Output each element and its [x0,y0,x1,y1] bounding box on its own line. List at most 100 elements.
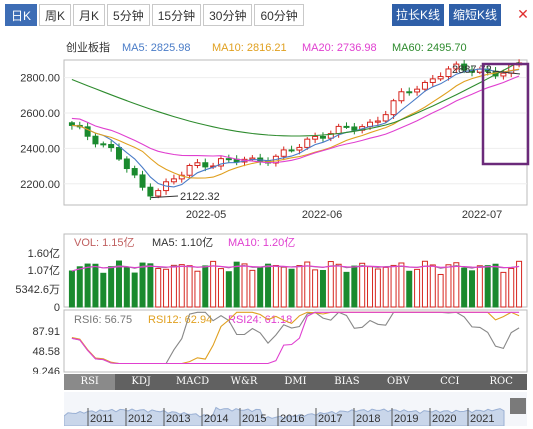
rsi-y-tick: 87.91 [32,326,60,338]
time-navigator[interactable]: 2011 2012 2013 2014 2015 2016 2017 2018 2019 2020… [64,392,527,426]
stretch-kline-button[interactable]: 拉长K线 [392,4,445,26]
legend-ma60: MA60: 2495.70 [392,42,467,54]
volume-bar [382,266,389,308]
volume-bar [461,267,468,308]
candle-body [390,100,397,116]
volume-bar [280,266,287,308]
legend-ma20: MA20: 2736.98 [302,42,377,54]
period-5[interactable]: 30分钟 [203,4,253,26]
ma5-line [71,68,520,188]
volume-bar [469,270,476,308]
volume-y-tick: 1.60亿 [28,247,60,260]
volume-bar [327,261,334,308]
volume-bar [131,272,138,308]
candle-body [351,126,358,131]
main-x-tick: 2022-06 [302,209,342,221]
candle-body [296,146,303,151]
volume-bar [92,263,99,308]
low-pointer [150,195,179,199]
navigator-year-label: 2018 [356,413,380,425]
legend-vol-ma5: MA5: 1.10亿 [152,236,213,249]
candle-body [84,126,91,137]
volume-bar [414,268,421,308]
volume-y-tick: 5342.6万 [15,284,60,296]
period-6[interactable]: 60分钟 [254,4,304,26]
volume-bar [178,264,185,308]
candle-body [194,162,201,166]
legend-ma10: MA10: 2816.21 [212,42,287,54]
volume-bar [508,267,515,308]
high-annotation: 2887.72 [452,64,492,76]
volume-bar [312,269,319,308]
candle-body [437,76,444,80]
candle-body [147,186,154,197]
volume-bar [343,271,350,308]
tab-cci[interactable]: CCI [440,376,460,387]
volume-bar [84,263,91,308]
highlight-box [481,62,530,166]
volume-bar [155,267,162,308]
period-2[interactable]: 月K [73,4,106,26]
volume-bar [249,269,256,308]
navigator-year-label: 2015 [242,413,266,425]
candle-body [280,149,287,157]
volume-bar [453,262,460,308]
volume-bar [492,263,499,308]
close-icon[interactable]: ✕ [517,6,529,22]
volume-bar [233,261,240,308]
volume-bar [445,264,452,308]
candle-body [445,68,452,78]
candle-body [170,178,177,183]
candle-body [139,174,146,188]
volume-bar [398,262,405,308]
period-1[interactable]: 周K [39,4,72,26]
tab-rsi[interactable]: RSI [64,374,116,390]
period-3[interactable]: 5分钟 [107,4,150,26]
candle-body [100,143,107,146]
main-x-tick: 2022-05 [186,209,226,221]
shrink-kline-button[interactable]: 缩短K线 [449,4,502,26]
high-pointer [492,70,521,75]
navigator-year-label: 2021 [470,413,494,425]
tab-obv[interactable]: OBV [386,376,410,387]
tab-macd[interactable]: MACD [176,376,210,387]
volume-bar [186,265,193,308]
candle-body [115,147,122,160]
tab-wr[interactable]: W&R [230,376,258,387]
candle-body [217,158,224,167]
candle-body [421,81,428,90]
navigator-year-label: 2016 [280,413,304,425]
volume-bar [170,264,177,308]
volume-bar [257,267,264,308]
rsi-y-tick: 9.246 [32,366,60,374]
period-0[interactable]: 日K [5,4,38,26]
navigator-year-label: 2017 [318,413,342,425]
volume-bar [476,265,483,308]
volume-bar [115,260,122,308]
tab-kdj[interactable]: KDJ [131,376,151,387]
volume-bar [76,266,83,308]
main-y-tick: 2400.00 [20,143,60,155]
candle-body [108,144,115,149]
tab-roc[interactable]: ROC [489,376,513,387]
main-y-tick: 2800.00 [20,73,60,85]
candle-body [429,78,436,83]
volume-bar [484,265,491,308]
candle-body [123,158,130,170]
volume-bar [108,266,115,308]
volume-bar [296,265,303,308]
tab-bias[interactable]: BIAS [334,376,360,387]
volume-bar [429,264,436,308]
navigator-year-label: 2013 [166,413,190,425]
tab-dmi[interactable]: DMI [284,376,307,387]
volume-bar [265,263,272,308]
volume-bar [163,268,170,308]
period-4[interactable]: 15分钟 [151,4,202,26]
volume-bar [359,262,366,308]
legend-rsi6: RSI6: 56.75 [74,314,132,326]
candle-body [374,120,381,123]
volume-bar [288,268,295,308]
volume-bar [241,263,248,308]
volume-y-tick: 0 [54,302,60,314]
candle-body [398,91,405,102]
